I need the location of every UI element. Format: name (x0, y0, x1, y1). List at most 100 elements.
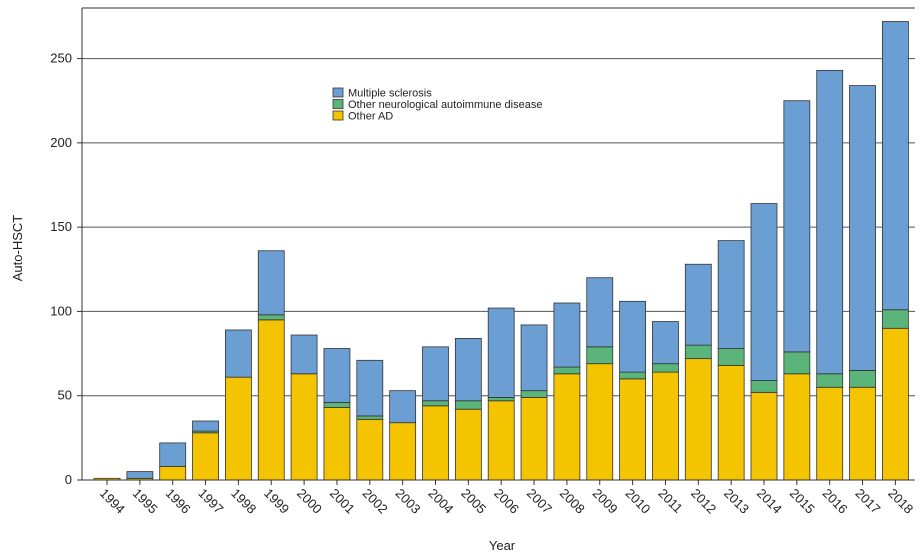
x-tick-label-2004: 2004 (425, 486, 456, 517)
bar-2011-other-ad (652, 371, 679, 481)
x-tick-label-2014: 2014 (754, 486, 785, 517)
bar-group-2007 (520, 324, 548, 481)
bar-2004-other-neurological-autoimmune-disease (422, 400, 449, 407)
bar-group-2001 (323, 348, 351, 481)
bar-2016-other-ad (816, 386, 844, 481)
x-tick-label-1999: 1999 (261, 486, 292, 517)
x-tick-label-1998: 1998 (228, 486, 259, 517)
legend-label-other-ad: Other AD (348, 111, 393, 123)
bar-group-1997 (192, 420, 219, 481)
y-tick-label-0: 0 (65, 472, 72, 487)
bar-1996-other-ad (159, 466, 187, 481)
bar-2013-other-ad (717, 364, 745, 481)
bar-2005-multiple-sclerosis (454, 337, 482, 402)
bar-group-2005 (454, 337, 482, 481)
bar-group-2012 (684, 263, 712, 481)
bar-2007-multiple-sclerosis (520, 324, 548, 392)
bar-1999-other-neurological-autoimmune-disease (257, 314, 285, 321)
legend-label-multiple-sclerosis: Multiple sclerosis (348, 88, 432, 100)
bar-group-2018 (882, 21, 909, 481)
x-tick-label-2008: 2008 (557, 486, 588, 517)
bar-2018-multiple-sclerosis (882, 21, 909, 311)
bar-2001-multiple-sclerosis (323, 348, 351, 403)
bar-2008-other-neurological-autoimmune-disease (553, 366, 581, 375)
x-tick-label-2005: 2005 (458, 486, 489, 517)
bar-2003-other-ad (389, 422, 417, 481)
bar-2011-multiple-sclerosis (652, 321, 679, 365)
bar-1998-multiple-sclerosis (224, 329, 252, 378)
x-tick-label-2018: 2018 (885, 486, 916, 517)
y-tick-label-200: 200 (50, 135, 72, 150)
x-tick-label-1995: 1995 (130, 486, 161, 517)
bar-2006-other-ad (487, 400, 515, 481)
bar-2002-multiple-sclerosis (356, 359, 384, 417)
bar-2009-other-ad (586, 363, 614, 481)
bar-2001-other-neurological-autoimmune-disease (323, 402, 351, 408)
bar-2012-other-neurological-autoimmune-disease (684, 344, 712, 360)
x-tick-label-2016: 2016 (820, 486, 851, 517)
bar-group-2014 (750, 203, 778, 481)
bar-1997-other-ad (192, 432, 219, 481)
axes (77, 7, 915, 485)
bar-2006-multiple-sclerosis (487, 307, 515, 398)
bar-1996-multiple-sclerosis (159, 442, 187, 467)
bar-2018-other-ad (882, 327, 909, 481)
bar-group-2017 (849, 85, 876, 481)
bar-2015-multiple-sclerosis (783, 100, 811, 353)
x-tick-label-2002: 2002 (360, 486, 391, 517)
x-tick-label-2006: 2006 (491, 486, 522, 517)
bar-group-2006 (487, 307, 515, 481)
x-axis-label: Year (489, 538, 516, 553)
bar-group-1998 (224, 329, 252, 481)
bar-2010-other-ad (619, 378, 646, 481)
bar-2015-other-ad (783, 373, 811, 481)
legend-swatch-multiple-sclerosis (332, 87, 344, 98)
bar-2004-multiple-sclerosis (422, 346, 449, 402)
bar-2000-other-ad (290, 373, 318, 481)
bar-2007-other-ad (520, 396, 548, 481)
bars (93, 21, 909, 481)
bar-group-1999 (257, 250, 285, 481)
bar-2010-other-neurological-autoimmune-disease (619, 371, 646, 380)
bar-group-2009 (586, 277, 614, 481)
bar-1995-multiple-sclerosis (126, 471, 154, 479)
bar-2018-other-neurological-autoimmune-disease (882, 309, 909, 329)
bar-group-2002 (356, 359, 384, 481)
bar-2010-multiple-sclerosis (619, 300, 646, 373)
bar-group-1996 (159, 442, 187, 481)
bar-2005-other-neurological-autoimmune-disease (454, 400, 482, 410)
bar-2012-other-ad (684, 358, 712, 481)
x-tick-label-2015: 2015 (787, 486, 818, 517)
bar-2015-other-neurological-autoimmune-disease (783, 351, 811, 375)
bar-group-1995 (126, 471, 154, 481)
x-tick-label-2007: 2007 (524, 486, 555, 517)
bar-2011-other-neurological-autoimmune-disease (652, 363, 679, 373)
y-tick-label-50: 50 (58, 388, 72, 403)
bar-2014-multiple-sclerosis (750, 203, 778, 381)
x-tick-label-2001: 2001 (327, 486, 358, 517)
legend-label-other-neurological-autoimmune-disease: Other neurological autoimmune disease (348, 99, 542, 111)
bar-2003-multiple-sclerosis (389, 390, 417, 424)
x-tick-labels: 1994 1995 1996 1997 1998 1999 2000 2001 2002 2003… (97, 486, 916, 517)
x-tick-label-2012: 2012 (688, 486, 719, 517)
bar-2017-other-neurological-autoimmune-disease (849, 370, 876, 388)
bar-2009-other-neurological-autoimmune-disease (586, 346, 614, 365)
x-tick-label-1994: 1994 (97, 486, 128, 517)
x-tick-label-2011: 2011 (655, 486, 685, 516)
bar-2016-multiple-sclerosis (816, 69, 844, 375)
x-tick-label-2017: 2017 (852, 486, 883, 517)
bar-2012-multiple-sclerosis (684, 263, 712, 346)
x-tick-label-2009: 2009 (590, 486, 621, 517)
bar-1997-multiple-sclerosis (192, 420, 219, 432)
bar-2008-multiple-sclerosis (553, 302, 581, 368)
bar-2017-other-ad (849, 386, 876, 481)
bar-2007-other-neurological-autoimmune-disease (520, 390, 548, 398)
bar-2005-other-ad (454, 408, 482, 481)
x-tick-label-1996: 1996 (163, 486, 194, 517)
bar-2013-multiple-sclerosis (717, 240, 745, 349)
x-tick-label-2010: 2010 (622, 486, 653, 517)
bar-2009-multiple-sclerosis (586, 277, 614, 348)
bar-2004-other-ad (422, 405, 449, 481)
